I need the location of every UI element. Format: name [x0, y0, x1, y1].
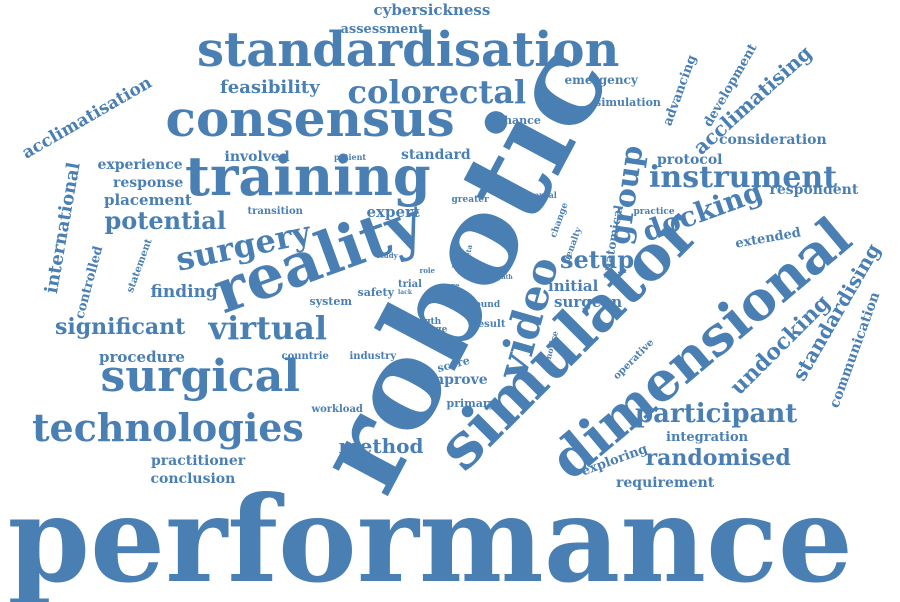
- word-standard: standard: [401, 147, 471, 163]
- word-feasibility: feasibility: [220, 77, 320, 98]
- word-patient: patient: [334, 152, 367, 162]
- word-procedure: procedure: [99, 347, 185, 366]
- word-role: role: [419, 265, 435, 275]
- word-enhance: enhance: [489, 113, 541, 127]
- word-setup: setup: [560, 245, 635, 274]
- word-improve: improve: [424, 372, 488, 388]
- word-integration: integration: [666, 429, 749, 445]
- word-path: path: [497, 274, 513, 281]
- word-simulation: simulation: [595, 95, 661, 109]
- word-significant: significant: [55, 314, 186, 340]
- word-protocol: protocol: [657, 152, 723, 168]
- word-cybersickness: cybersickness: [373, 0, 491, 19]
- word-mental: mental: [525, 190, 557, 200]
- word-expert: expert: [366, 202, 420, 221]
- word-finding: finding: [150, 281, 218, 302]
- word-placement: placement: [104, 190, 192, 209]
- word-practitioner: practitioner: [151, 453, 246, 469]
- word-system: system: [309, 294, 353, 308]
- word-requirement: requirement: [616, 475, 715, 491]
- word-experience: experience: [97, 157, 183, 173]
- word-acclimatisation: acclimatisation: [18, 72, 155, 163]
- word-response: response: [113, 175, 184, 191]
- word-assessment: assessment: [340, 21, 424, 37]
- word-surgical: surgical: [100, 351, 300, 402]
- word-round: round: [470, 299, 501, 310]
- word-virtual: virtual: [208, 309, 328, 347]
- word-consideration: consideration: [719, 132, 827, 148]
- word-port: port: [451, 258, 469, 268]
- word-potential: potential: [104, 206, 226, 235]
- word-length: length: [408, 316, 442, 327]
- word-care: care: [442, 280, 460, 290]
- word-initial: initial: [548, 276, 599, 295]
- word-respondent: respondent: [769, 182, 859, 198]
- word-instrument: instrument: [649, 160, 838, 195]
- word-method: method: [338, 434, 424, 458]
- word-industry: industry: [349, 351, 397, 362]
- word-colorectal: colorectal: [347, 73, 527, 111]
- word-controlled: controlled: [71, 243, 106, 321]
- word-consensus: consensus: [165, 89, 455, 148]
- word-advancing: advancing: [660, 52, 700, 128]
- word-emergency: emergency: [564, 73, 638, 87]
- word-lack: lack: [398, 289, 412, 296]
- word-randomised: randomised: [645, 445, 791, 471]
- word-safety: safety: [357, 285, 395, 299]
- word-level: level: [481, 265, 500, 275]
- word-surgeon: surgeon: [554, 292, 623, 311]
- word-practice: practice: [633, 206, 675, 217]
- word-involved: involved: [224, 149, 290, 165]
- word-greater: greater: [451, 194, 489, 205]
- word-training: training: [185, 144, 431, 208]
- word-countrie: countrie: [281, 351, 329, 362]
- word-result: result: [472, 319, 506, 330]
- word-study: study: [376, 250, 398, 260]
- word-image: image: [416, 324, 448, 335]
- word-trial: trial: [398, 279, 422, 290]
- word-performance: performance: [7, 470, 853, 602]
- word-workload: workload: [311, 404, 363, 415]
- word-participant: participant: [635, 399, 798, 429]
- word-transition: transition: [247, 206, 303, 217]
- word-conclusion: conclusion: [150, 471, 236, 487]
- word-standardisation: standardisation: [197, 22, 620, 78]
- word-primary: primary: [446, 396, 496, 410]
- word-international: international: [40, 160, 85, 296]
- word-technologies: technologies: [32, 405, 304, 450]
